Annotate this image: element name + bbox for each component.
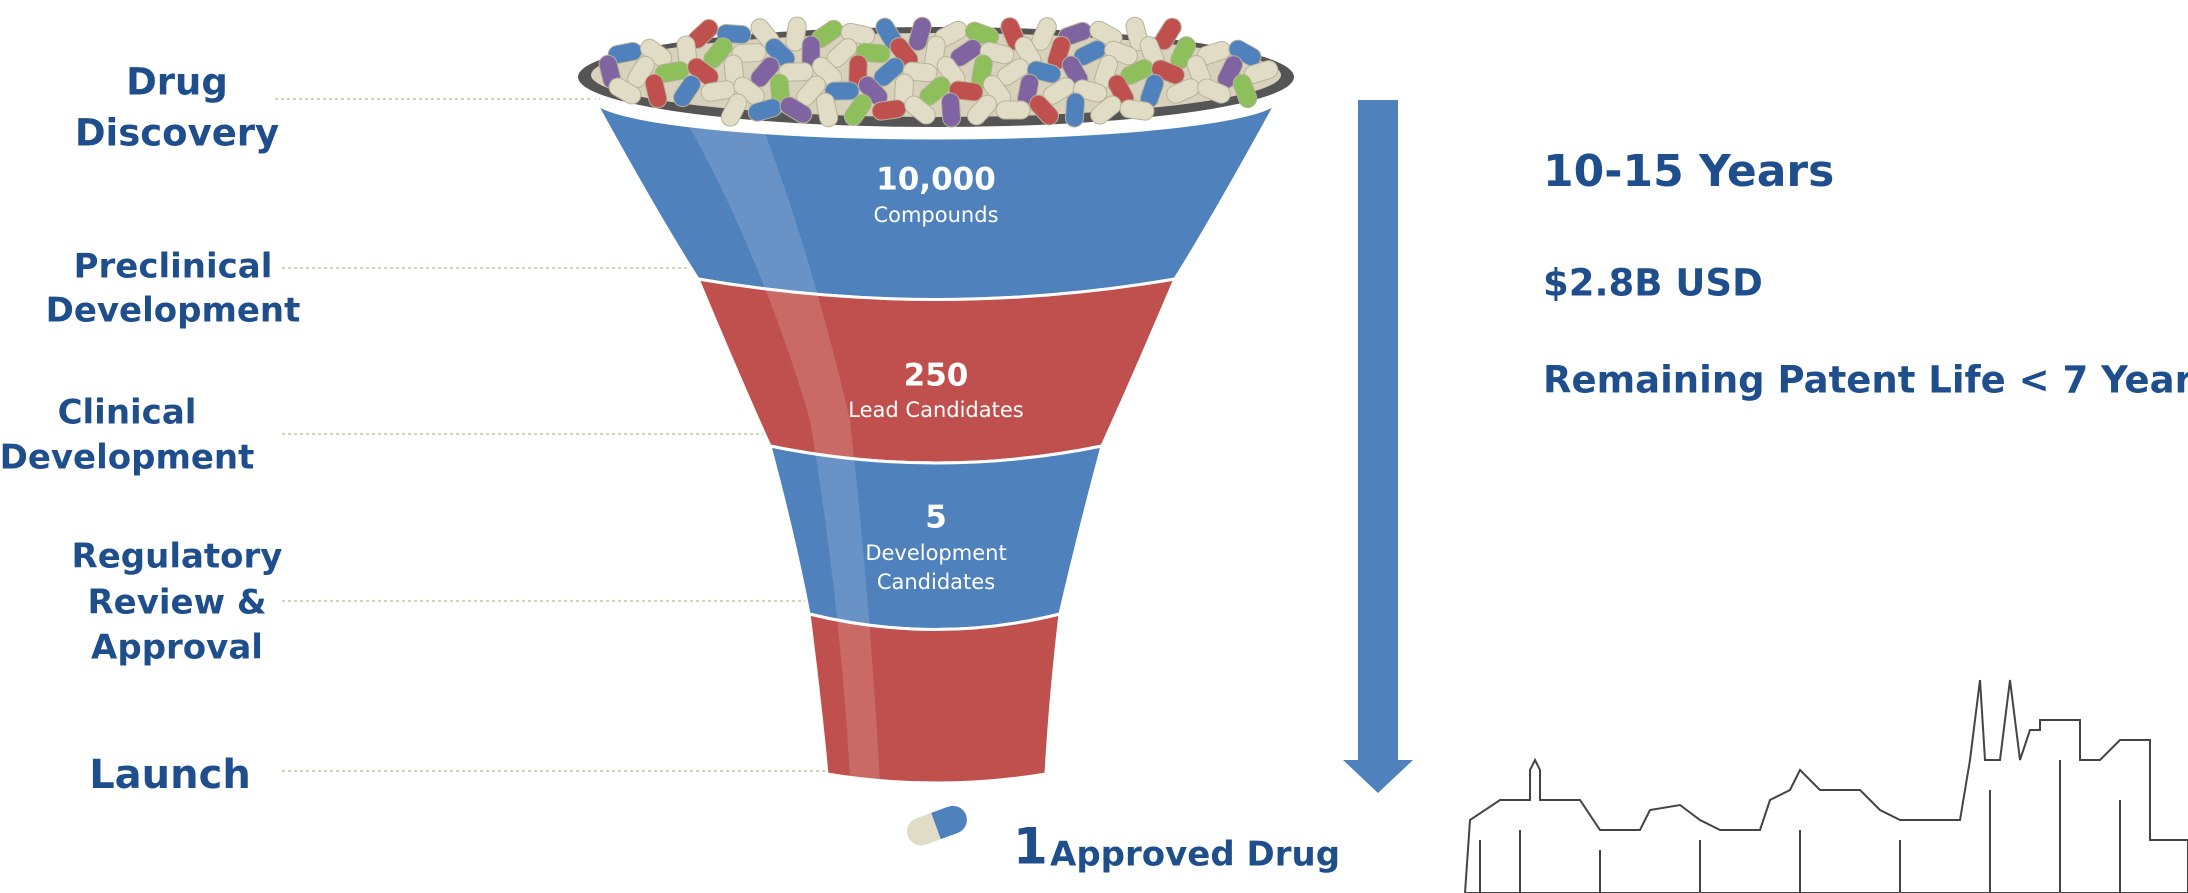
- stage-label: Discovery: [75, 112, 279, 155]
- arrow-head: [1343, 760, 1413, 793]
- skyline: [1465, 680, 2188, 893]
- arrow: [1343, 100, 1413, 793]
- infographic: Drug Discovery Preclinical Development C…: [0, 0, 2188, 893]
- skyline-detail: [1480, 760, 2120, 893]
- fact: Remaining Patent Life < 7 Years: [1543, 359, 2188, 402]
- final-pill: [903, 802, 971, 850]
- stage-label: Launch: [89, 752, 251, 798]
- stage-label: Regulatory: [72, 537, 283, 577]
- pill: [996, 101, 1030, 119]
- stage-label: Review &: [87, 583, 266, 623]
- stage-label: Drug: [126, 61, 228, 104]
- funnel-count: 5: [925, 500, 947, 536]
- pill: [1065, 92, 1085, 127]
- stage-label: Preclinical: [74, 247, 273, 287]
- funnel-label: Lead Candidates: [848, 398, 1023, 422]
- funnel-count: 250: [904, 358, 969, 394]
- skyline-outline: [1465, 680, 2188, 893]
- fact: 10-15 Years: [1543, 146, 1834, 197]
- stage-label: Development: [46, 291, 301, 331]
- stage-label: Clinical: [58, 393, 197, 433]
- stage-label: Development: [0, 438, 254, 478]
- pill: [941, 92, 961, 127]
- result-count: 1: [1013, 818, 1048, 876]
- arrow-shaft: [1358, 100, 1398, 762]
- funnel-count: 10,000: [876, 162, 996, 198]
- funnel-label: Development: [865, 541, 1006, 565]
- fact: $2.8B USD: [1543, 262, 1763, 305]
- result-label: Approved Drug: [1050, 835, 1340, 875]
- stage-label: Approval: [91, 628, 263, 668]
- funnel-label: Compounds: [873, 203, 998, 227]
- funnel-label: Candidates: [877, 570, 995, 594]
